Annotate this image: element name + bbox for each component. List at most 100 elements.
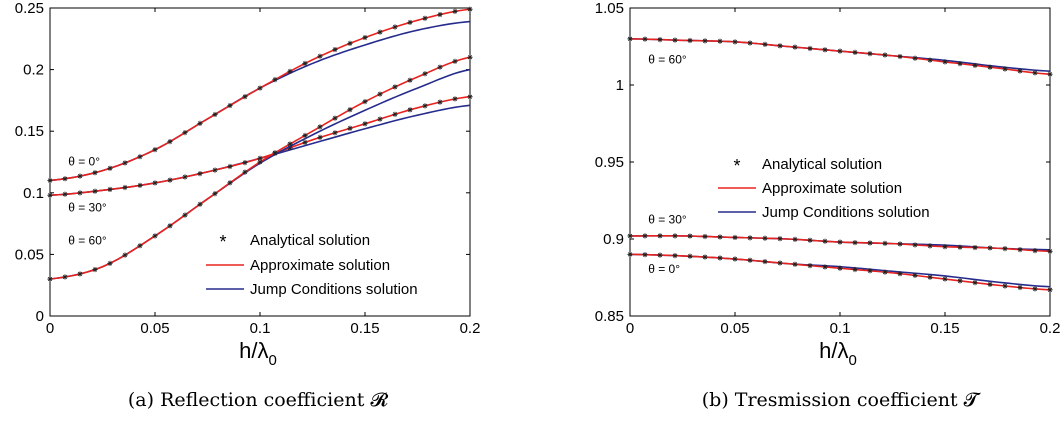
analytical-point xyxy=(467,54,473,60)
analytical-point xyxy=(807,45,813,52)
y-tick-label: 0.9 xyxy=(603,231,624,248)
analytical-point xyxy=(762,258,768,265)
y-tick-label: 0.2 xyxy=(23,62,44,79)
analytical-point xyxy=(92,266,98,273)
legend-marker-analytical: * xyxy=(219,232,226,252)
x-tick-label: 0.05 xyxy=(140,320,169,337)
analytical-point xyxy=(62,191,68,197)
analytical-point xyxy=(927,243,933,249)
analytical-point xyxy=(137,182,143,188)
analytical-point xyxy=(212,111,218,118)
analytical-point xyxy=(302,60,308,67)
analytical-point xyxy=(1047,248,1053,254)
analytical-point xyxy=(242,169,248,175)
analytical-point xyxy=(422,15,428,21)
analytical-point xyxy=(747,40,753,46)
analytical-point xyxy=(672,253,678,259)
analytical-point xyxy=(837,239,843,245)
analytical-point xyxy=(822,47,828,53)
analytical-point xyxy=(747,235,753,241)
analytical-point xyxy=(362,121,368,127)
analytical-point xyxy=(852,239,858,246)
analytical-point xyxy=(792,261,798,267)
x-tick-label: 0.2 xyxy=(460,320,481,337)
series-annotation: θ = 0° xyxy=(68,155,100,169)
analytical-point xyxy=(657,252,663,258)
y-tick-label: 1 xyxy=(616,77,624,94)
analytical-point xyxy=(167,223,173,229)
analytical-point xyxy=(1017,247,1023,253)
legend-transmission: * Analytical solution Approximate soluti… xyxy=(712,150,982,226)
annotations-reflection: θ = 0° θ = 30° θ = 60° xyxy=(68,155,107,248)
y-tick-label: 0.15 xyxy=(15,123,44,140)
analytical-point xyxy=(392,111,398,117)
analytical-point xyxy=(152,180,158,186)
analytical-point xyxy=(987,64,993,70)
analytical-point xyxy=(867,268,873,274)
analytical-point xyxy=(657,233,663,239)
analytical-point xyxy=(422,103,428,109)
analytical-point xyxy=(347,40,353,46)
analytical-point xyxy=(627,233,633,239)
analytical-point xyxy=(122,160,128,166)
caption-transmission: (b) Tresmission coefficient 𝓣 xyxy=(702,389,982,411)
x-tick-label: 0.2 xyxy=(1040,320,1061,337)
data-transmission xyxy=(627,36,1053,293)
analytical-point xyxy=(197,120,203,126)
legend-label-analytical: Analytical solution xyxy=(762,156,882,173)
analytical-point xyxy=(702,233,708,240)
analytical-point xyxy=(317,134,323,141)
analytical-point xyxy=(362,34,368,41)
x-tick-label: 0.15 xyxy=(930,320,959,337)
analytical-point xyxy=(972,244,978,251)
analytical-point xyxy=(182,174,188,180)
analytical-point xyxy=(77,173,83,179)
legend-label-analytical: Analytical solution xyxy=(250,232,370,249)
analytical-point xyxy=(882,269,888,275)
analytical-point xyxy=(272,77,278,83)
analytical-point xyxy=(317,124,323,130)
analytical-point xyxy=(1032,286,1038,292)
analytical-point xyxy=(302,132,308,139)
analytical-point xyxy=(927,274,933,280)
analytical-point xyxy=(687,233,693,239)
legend-label-approximate: Approximate solution xyxy=(250,257,390,274)
analytical-point xyxy=(1017,68,1023,74)
analytical-point xyxy=(452,96,458,102)
analytical-point xyxy=(242,94,248,100)
analytical-point xyxy=(642,233,648,239)
analytical-point xyxy=(1032,248,1038,254)
analytical-point xyxy=(912,55,918,61)
analytical-point xyxy=(467,94,473,100)
analytical-point xyxy=(452,8,458,15)
x-axis-label-transmission: h/λ0 xyxy=(819,338,857,369)
analytical-point xyxy=(167,177,173,183)
analytical-point xyxy=(437,99,443,105)
analytical-point xyxy=(672,37,678,43)
analytical-point xyxy=(867,240,873,246)
analytical-point xyxy=(897,271,903,277)
analytical-point xyxy=(927,57,933,63)
x-tick-label: 0.05 xyxy=(720,320,749,337)
analytical-point xyxy=(942,276,948,282)
legend-label-jump: Jump Conditions solution xyxy=(250,281,418,298)
legend-label-approximate: Approximate solution xyxy=(762,180,902,197)
legend-marker-analytical: * xyxy=(733,156,740,176)
analytical-point xyxy=(392,24,398,30)
annotations-transmission: θ = 60° θ = 30° θ = 0° xyxy=(648,52,687,275)
analytical-point xyxy=(867,51,873,57)
x-tick-label: 0 xyxy=(626,320,634,337)
analytical-point xyxy=(792,236,798,242)
analytical-point xyxy=(762,41,768,47)
analytical-point xyxy=(912,242,918,248)
analytical-point xyxy=(287,141,293,147)
analytical-point xyxy=(137,243,143,249)
analytical-point xyxy=(882,52,888,58)
analytical-point xyxy=(77,190,83,196)
analytical-point xyxy=(672,233,678,239)
analytical-point xyxy=(942,244,948,250)
analytical-point xyxy=(837,48,843,54)
analytical-point xyxy=(92,170,98,176)
analytical-point xyxy=(627,251,633,257)
analytical-point xyxy=(972,280,978,286)
